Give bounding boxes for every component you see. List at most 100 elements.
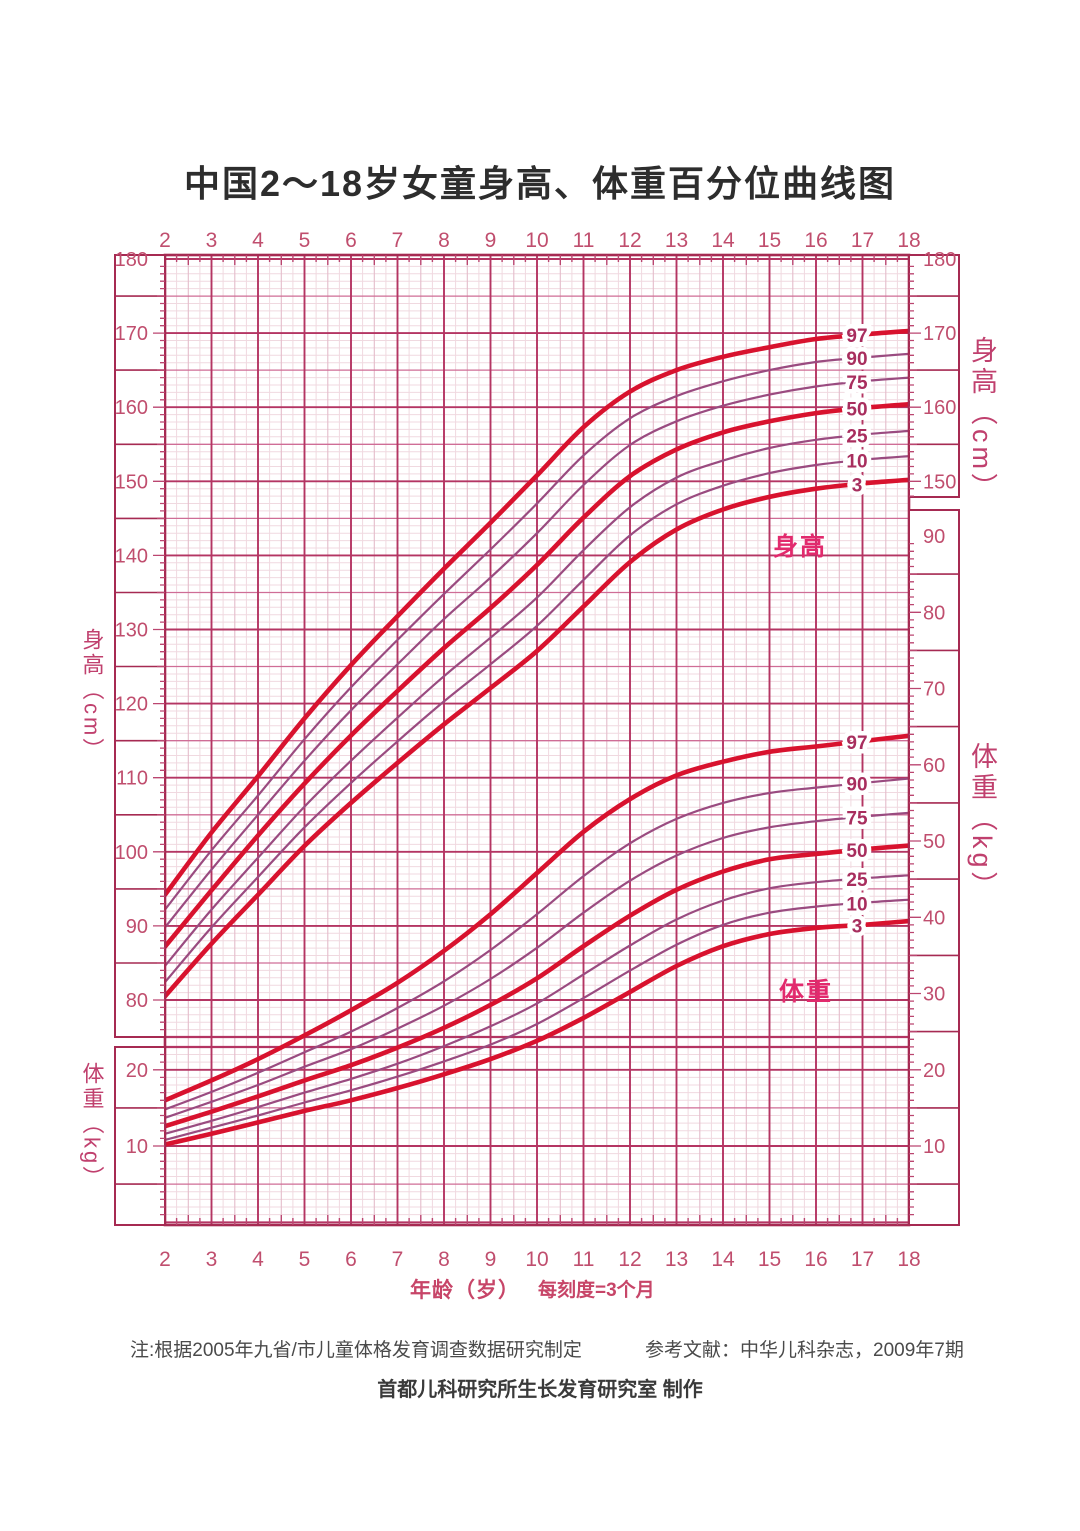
- age-tick-label: 6: [345, 1248, 357, 1271]
- right-height-tick-label: 170: [923, 323, 956, 345]
- x-axis-bottom: 2 3 4 5 6 7 8 9 10 11 12 13 14 15 16 17 18: [159, 1215, 921, 1271]
- footer-credit: 首都儿科研究所生长发育研究室 制作: [377, 1377, 703, 1401]
- curve-weight-p97: [162, 733, 912, 1103]
- age-tick-label: 17: [851, 1248, 874, 1271]
- curve-height-p75: [163, 376, 911, 929]
- age-tick-label: 4: [252, 1248, 264, 1271]
- age-axis-label: 年龄（岁）: [410, 1278, 520, 1302]
- age-tick-label: 11: [573, 1248, 595, 1271]
- curve-label-weight-p3: 3: [852, 916, 863, 937]
- age-tick-label: 14: [711, 1248, 735, 1271]
- left-height-tick-label: 150: [115, 471, 148, 493]
- right-height-ruler-box: [908, 254, 960, 498]
- right-weight-tick-label: 70: [923, 679, 945, 701]
- age-tick-label: 3: [206, 229, 218, 252]
- region-boundary-lines: [165, 1035, 909, 1049]
- curve-weight-p10: [163, 898, 911, 1141]
- curve-label-height-p10: 10: [846, 452, 867, 473]
- right-weight-tick-label: 30: [923, 984, 945, 1006]
- curve-height-p97: [162, 328, 912, 898]
- curves-layer: [162, 328, 912, 1147]
- age-tick-label: 10: [525, 1248, 548, 1271]
- curve-label-height-p97: 97: [846, 326, 867, 347]
- age-tick-label: 16: [804, 1248, 827, 1271]
- left-height-tick-label: 100: [115, 842, 148, 864]
- left-height-tick-label: 90: [126, 916, 148, 938]
- age-tick-label: 2: [159, 229, 171, 252]
- right-height-tick-label: 180: [923, 249, 956, 271]
- left-height-tick-marks: [153, 265, 165, 1031]
- age-tick-label: 10: [525, 229, 548, 252]
- axis-title-height-right: 身高（cm）: [967, 336, 998, 504]
- curve-height-p10: [163, 455, 911, 984]
- age-tick-marks: [175, 255, 899, 265]
- age-tick-label: 6: [345, 229, 357, 252]
- right-weight-tick-label: 40: [923, 907, 945, 929]
- curve-label-height-p75: 75: [846, 373, 868, 394]
- age-tick-label: 13: [665, 229, 688, 252]
- curve-label-weight-p10: 10: [846, 894, 867, 915]
- grid-halfyear-lines: [187, 255, 887, 1225]
- age-tick-label: 17: [851, 229, 874, 252]
- right-weight-tick-label: 10: [923, 1136, 945, 1158]
- age-tick-label: 5: [299, 1248, 311, 1271]
- curve-weight-p25: [163, 874, 911, 1135]
- left-height-tick-label: 110: [116, 768, 148, 790]
- curve-label-weight-p75: 75: [846, 808, 868, 829]
- left-height-ruler-dividers: [115, 295, 165, 964]
- curve-label-weight-p50: 50: [846, 841, 867, 862]
- curve-label-height-p25: 25: [846, 426, 868, 447]
- left-height-tick-label: 160: [115, 397, 148, 419]
- age-tick-label: 9: [485, 229, 497, 252]
- age-tick-label: 7: [392, 229, 404, 252]
- right-weight-ruler-dividers: [909, 573, 959, 1185]
- right-weight-tick-label: 20: [923, 1060, 945, 1082]
- age-tick-label: 11: [573, 229, 595, 252]
- in-plot-label-weight: 体重: [779, 978, 833, 1006]
- age-tick-label: 7: [392, 1248, 404, 1271]
- footer-reference: 参考文献：中华儿科杂志，2009年7期: [645, 1339, 964, 1361]
- right-height-tick-marks: [909, 265, 921, 497]
- age-tick-label: 12: [618, 229, 641, 252]
- curve-height-p90: [163, 352, 911, 911]
- left-height-tick-label: 120: [115, 694, 148, 716]
- age-tick-label: 14: [711, 229, 735, 252]
- axis-title-weight-left: 体重（kg）: [80, 1062, 105, 1191]
- age-tick-label: 12: [618, 1248, 641, 1271]
- left-height-tick-label: 180: [115, 249, 148, 271]
- curve-label-weight-p90: 90: [846, 775, 867, 796]
- age-tick-label: 13: [665, 1248, 688, 1271]
- age-tick-label: 9: [485, 1248, 497, 1271]
- left-height-ruler-box: [114, 254, 166, 1038]
- x-axis-top: 2 3 4 5 6 7 8 9 10 11 12 13 14 15 16 17 18: [159, 229, 921, 265]
- age-tick-marks: [175, 1215, 899, 1225]
- left-weight-ruler-box: [114, 1046, 166, 1226]
- grid-major-lines: [164, 255, 910, 1225]
- curve-weight-p50: [162, 843, 912, 1129]
- age-tick-label: 8: [438, 229, 450, 252]
- curve-height-p3: [162, 477, 912, 999]
- axis-title-height-left: 身高（cm）: [80, 628, 105, 763]
- right-weight-tick-label: 60: [923, 755, 945, 777]
- right-weight-tick-label: 80: [923, 602, 945, 624]
- grid-layer: [164, 255, 910, 1225]
- left-weight-tick-label: 20: [126, 1060, 148, 1082]
- age-tick-label: 4: [252, 229, 264, 252]
- axis-title-weight-right: 体重（kg）: [967, 742, 998, 903]
- chart-title: 中国2～18岁女童身高、体重百分位曲线图: [184, 163, 896, 204]
- age-tick-label: 18: [897, 229, 920, 252]
- footer-note: 注:根据2005年九省/市儿童体格发育调查数据研究制定: [130, 1339, 582, 1361]
- right-height-ruler-dividers: [909, 295, 959, 446]
- curve-label-height-p90: 90: [846, 349, 867, 370]
- curve-label-weight-p25: 25: [846, 870, 868, 891]
- right-ruler: 180 170 160 150 90 80 70 60 50 40 30 20 10: [908, 249, 960, 1226]
- age-tick-label: 8: [438, 1248, 450, 1271]
- left-height-tick-label: 130: [115, 620, 148, 642]
- right-weight-ruler-box: [908, 509, 960, 1226]
- age-tick-label: 15: [758, 1248, 781, 1271]
- right-weight-tick-label: 90: [923, 526, 945, 548]
- curve-weight-p90: [163, 777, 911, 1111]
- age-tick-label: 15: [758, 229, 781, 252]
